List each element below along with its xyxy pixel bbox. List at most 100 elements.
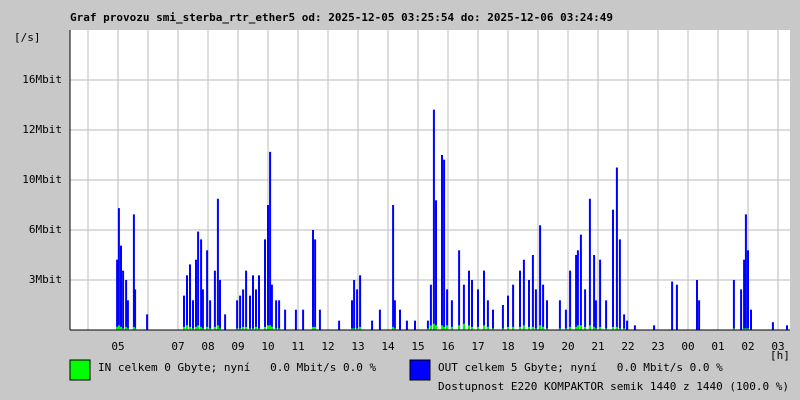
bar bbox=[120, 245, 122, 330]
bar bbox=[519, 270, 521, 330]
x-tick-label: 02 bbox=[741, 340, 754, 353]
bar bbox=[126, 328, 129, 330]
bar bbox=[471, 280, 473, 330]
bar bbox=[492, 328, 494, 330]
bar bbox=[197, 231, 200, 330]
x-tick-label: 22 bbox=[621, 340, 634, 353]
bar bbox=[462, 284, 465, 330]
bar bbox=[242, 326, 245, 330]
bar bbox=[458, 325, 461, 330]
bar bbox=[468, 325, 470, 330]
x-unit: [h] bbox=[770, 349, 790, 362]
bar bbox=[612, 326, 614, 330]
bar bbox=[546, 300, 548, 330]
bar bbox=[249, 295, 251, 330]
bar bbox=[429, 284, 432, 330]
bar bbox=[116, 326, 119, 330]
bar bbox=[186, 275, 188, 330]
availability-note: Dostupnost E220 KOMPAKTOR semik 1440 z 1… bbox=[438, 380, 789, 393]
y-tick-label: 16Mbit bbox=[22, 73, 62, 86]
x-tick-label: 19 bbox=[531, 340, 544, 353]
bar bbox=[200, 239, 203, 330]
bar bbox=[278, 328, 281, 330]
bar bbox=[588, 198, 591, 330]
bar bbox=[483, 270, 485, 330]
bar bbox=[542, 284, 545, 330]
bar bbox=[258, 328, 260, 330]
bar bbox=[275, 328, 278, 330]
bar bbox=[539, 325, 542, 330]
bar bbox=[443, 326, 446, 330]
bar bbox=[528, 326, 530, 330]
bar bbox=[507, 295, 509, 330]
bar bbox=[122, 270, 125, 330]
bar bbox=[546, 328, 548, 330]
bar bbox=[744, 214, 747, 330]
x-tick-label: 21 bbox=[591, 340, 604, 353]
bar bbox=[201, 328, 204, 330]
bar bbox=[186, 325, 188, 330]
bar bbox=[732, 280, 735, 330]
bar bbox=[458, 250, 461, 330]
bar bbox=[120, 326, 122, 330]
bar bbox=[405, 320, 408, 330]
bar bbox=[183, 295, 185, 330]
bar bbox=[236, 300, 239, 330]
bar bbox=[605, 328, 608, 330]
x-tick-label: 23 bbox=[651, 340, 664, 353]
bar bbox=[239, 295, 242, 330]
bar bbox=[740, 289, 743, 330]
bar bbox=[576, 250, 579, 330]
bar bbox=[443, 159, 446, 330]
bar bbox=[615, 326, 618, 330]
bar bbox=[584, 326, 587, 330]
bar bbox=[414, 320, 416, 330]
bar bbox=[314, 239, 317, 330]
bar bbox=[269, 325, 272, 330]
bar bbox=[197, 325, 200, 330]
bar bbox=[501, 328, 504, 330]
bar bbox=[675, 284, 678, 330]
x-tick-label: 00 bbox=[681, 340, 694, 353]
x-tick-label: 01 bbox=[711, 340, 724, 353]
bar bbox=[575, 326, 578, 330]
bar bbox=[623, 314, 626, 330]
bar bbox=[216, 198, 219, 330]
bar bbox=[294, 309, 297, 330]
bar bbox=[486, 326, 489, 330]
legend-swatch bbox=[69, 359, 91, 381]
bar bbox=[531, 255, 534, 330]
bar bbox=[512, 326, 515, 330]
bar bbox=[134, 328, 137, 330]
bar bbox=[432, 109, 435, 330]
bar bbox=[392, 326, 395, 330]
x-tick-label: 16 bbox=[441, 340, 454, 353]
bar bbox=[522, 325, 525, 330]
bar bbox=[743, 259, 746, 330]
bar bbox=[219, 280, 221, 330]
bar bbox=[519, 326, 521, 330]
bar bbox=[564, 328, 567, 330]
bar bbox=[486, 300, 489, 330]
y-tick-label: 12Mbit bbox=[22, 123, 62, 136]
bar bbox=[255, 289, 257, 330]
x-tick-label: 07 bbox=[171, 340, 184, 353]
bar bbox=[786, 325, 788, 330]
bar bbox=[399, 309, 401, 330]
bar bbox=[359, 326, 362, 330]
bar bbox=[618, 328, 621, 330]
bar bbox=[224, 314, 227, 330]
bar bbox=[653, 325, 656, 330]
bar bbox=[371, 320, 374, 330]
bar bbox=[132, 214, 135, 330]
bar bbox=[269, 151, 272, 330]
bar bbox=[195, 259, 197, 330]
bar bbox=[219, 328, 221, 330]
bar bbox=[426, 328, 429, 330]
x-tick-label: 20 bbox=[561, 340, 574, 353]
bar bbox=[252, 328, 254, 330]
bar bbox=[698, 300, 701, 330]
bar bbox=[534, 328, 537, 330]
bar bbox=[558, 328, 561, 330]
